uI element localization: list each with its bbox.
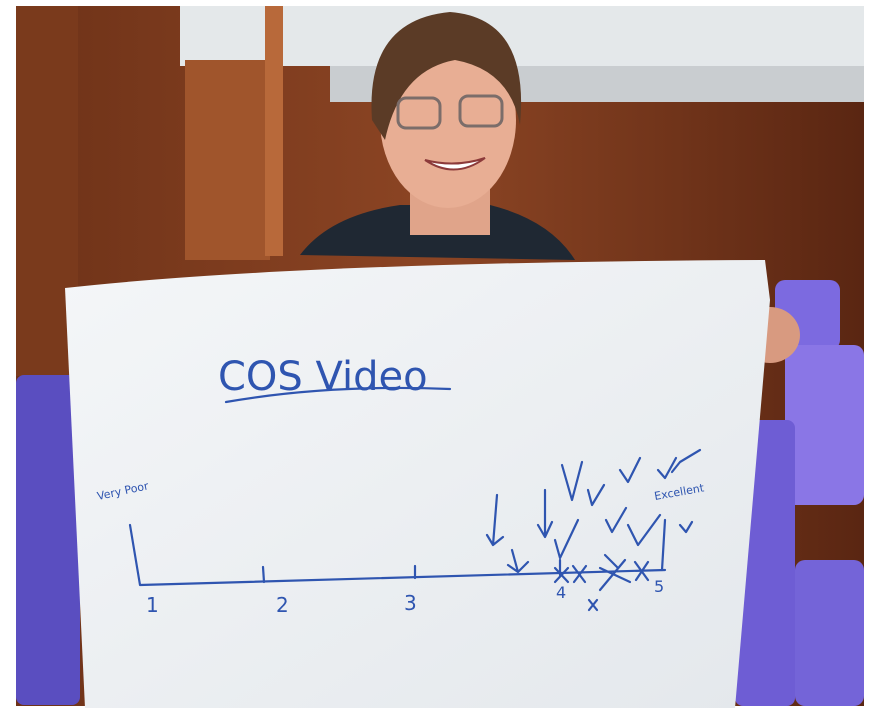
photo: COS Video Very Poor Excellent 1 2 3 4 5 <box>0 0 870 708</box>
scale-label: 5 <box>654 577 664 596</box>
scale-label: 4 <box>556 583 566 602</box>
flipchart-paper <box>65 260 770 708</box>
chair <box>785 345 864 505</box>
sign-title: COS Video <box>218 354 428 400</box>
chair <box>795 560 864 706</box>
scale-label: 3 <box>404 591 417 615</box>
wall-panel <box>185 60 270 260</box>
page: COS Video Very Poor Excellent 1 2 3 4 5 … <box>0 0 870 708</box>
pillar <box>265 6 283 256</box>
scale-label: 1 <box>146 593 159 617</box>
chair <box>16 375 80 705</box>
scale-label: 2 <box>276 593 289 617</box>
